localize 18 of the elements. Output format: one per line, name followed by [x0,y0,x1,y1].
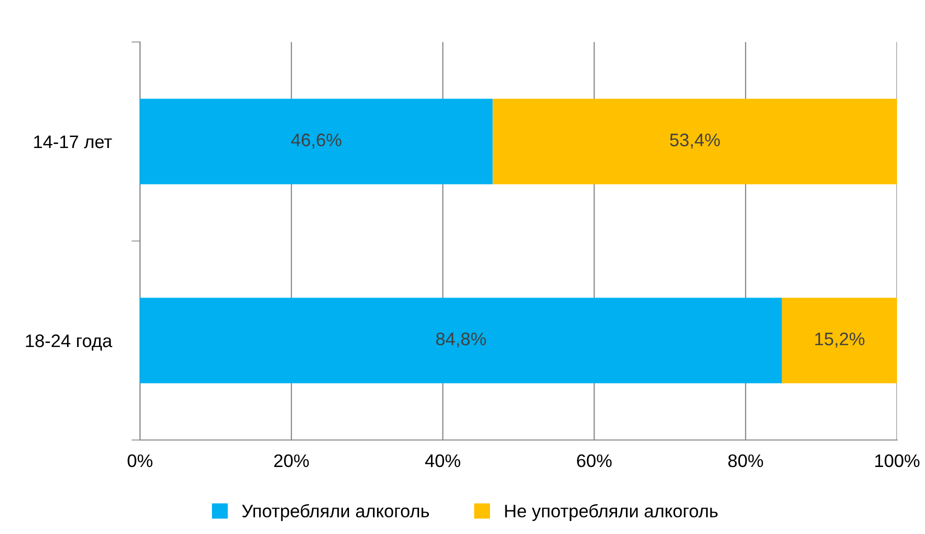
x-tick-label: 40% [425,454,460,468]
data-label: 15,2% [815,332,864,348]
data-label: 53,4% [670,134,720,148]
y-tick-label: 18-24 года [26,334,112,351]
data-label: 84,8% [436,332,486,348]
x-tick-label: 0% [128,454,152,468]
data-label: 46,6% [291,134,342,148]
bar [492,98,897,184]
x-tick-label: 20% [274,454,309,468]
x-tick-label: 80% [728,454,764,468]
legend-label: Употребляли алкоголь [242,504,429,521]
legend-label: Не употребляли алкоголь [505,504,718,521]
bar [140,98,493,184]
bar [140,298,782,384]
x-tick-label: 60% [577,454,612,468]
bar [782,298,897,384]
y-tick-label: 14-17 лет [34,136,112,148]
x-tick-label: 100% [875,454,920,468]
